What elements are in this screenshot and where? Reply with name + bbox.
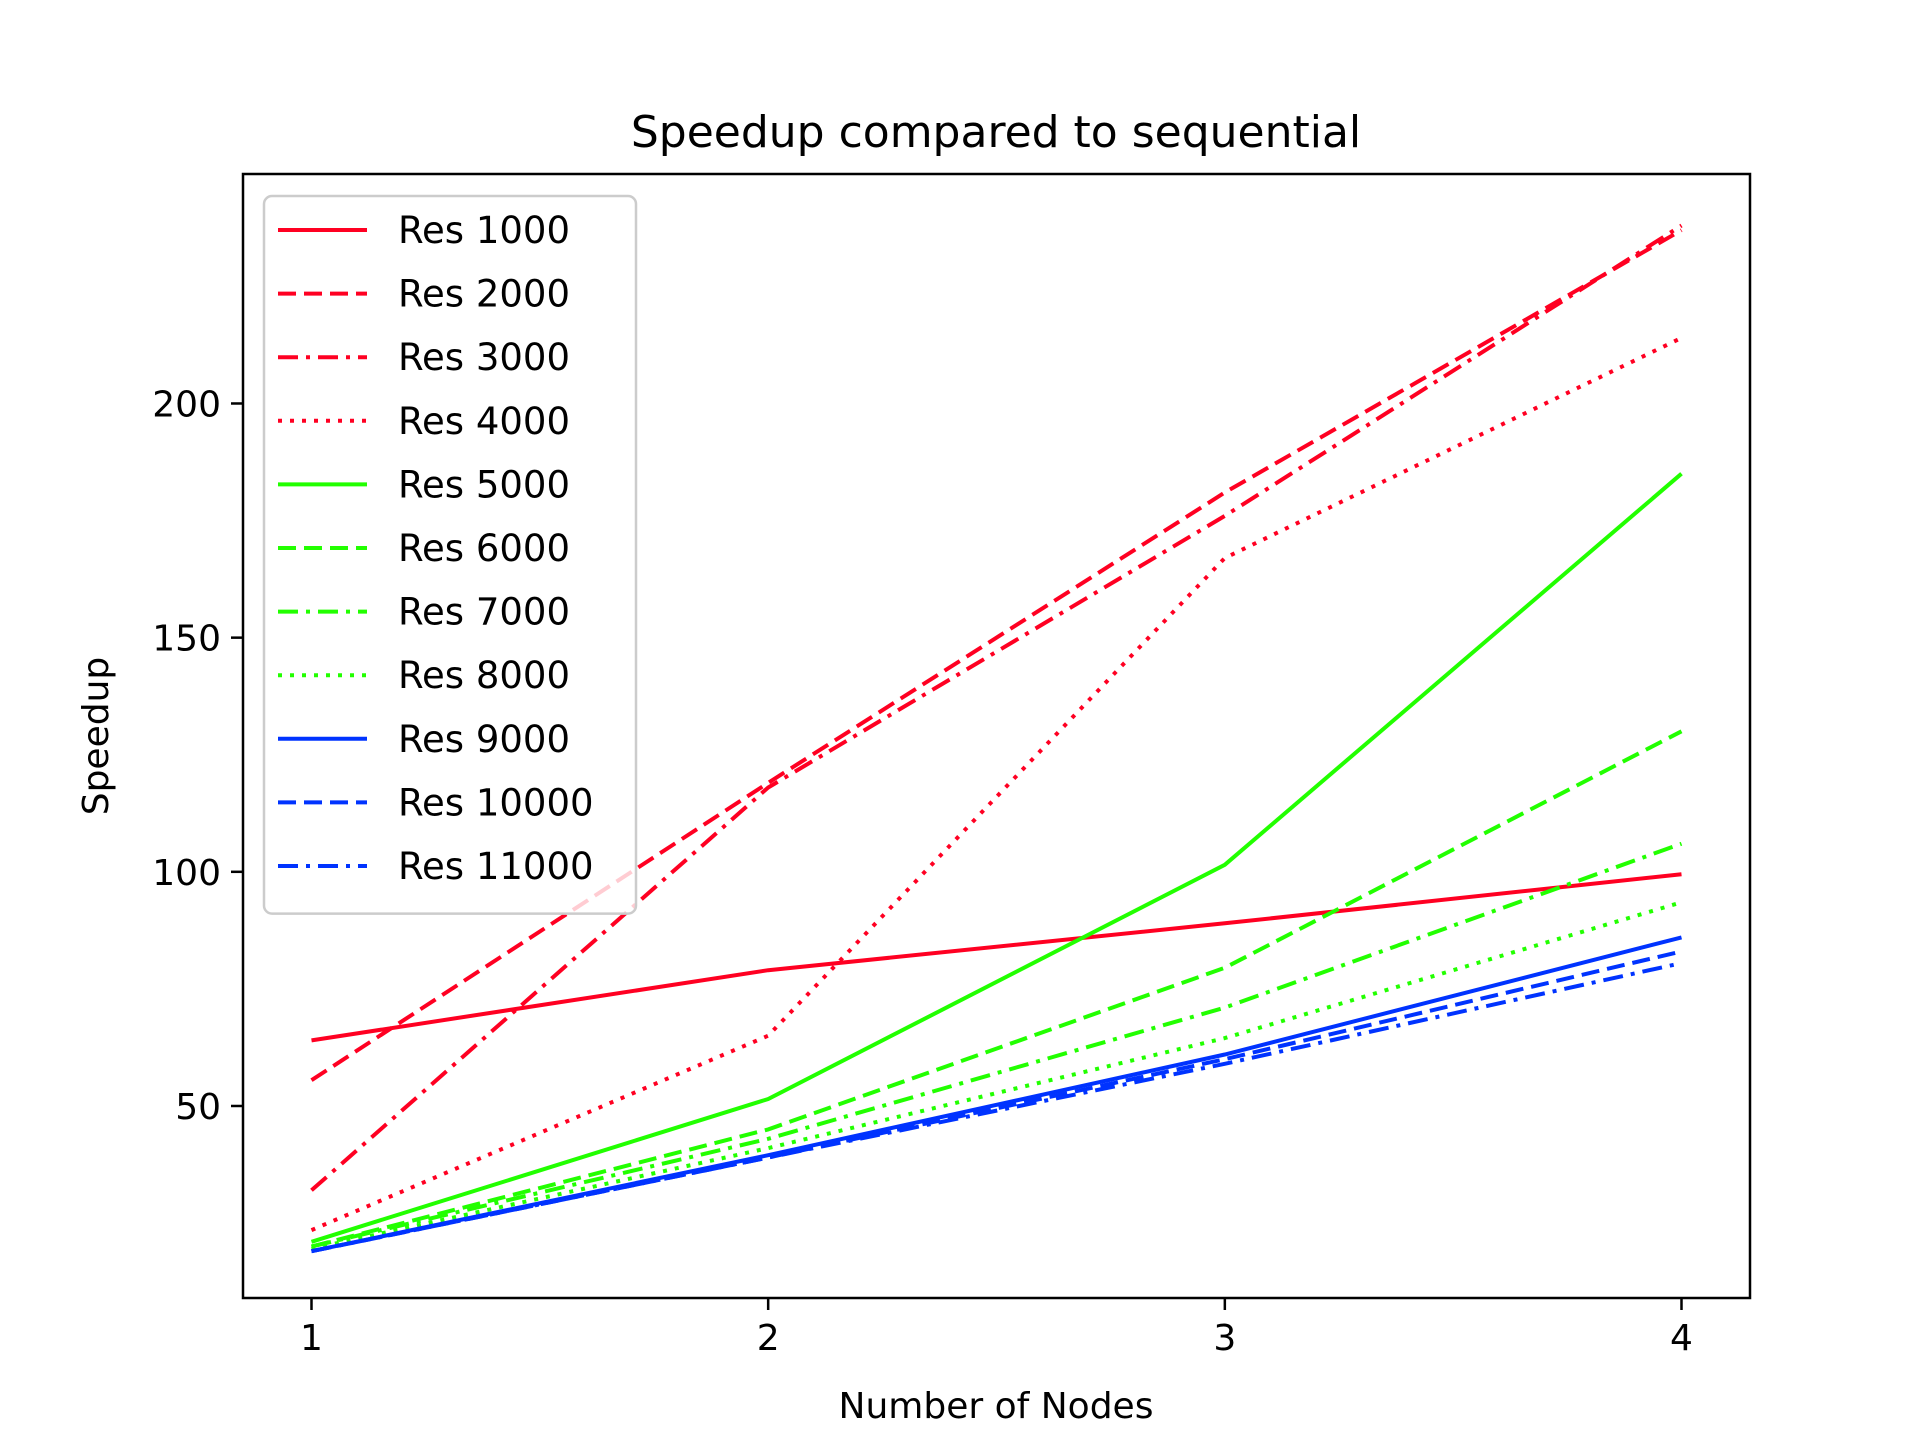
legend-box xyxy=(262,194,638,915)
legend-label: Res 9000 xyxy=(398,718,570,761)
legend: Res 1000 Res 2000 Res 3000 Res 4000 Res 5000… xyxy=(262,194,638,915)
legend-label: Res 4000 xyxy=(398,400,570,443)
y-tick-label: 100 xyxy=(152,853,221,894)
series-line-1 xyxy=(311,872,1682,1043)
series-line-9 xyxy=(311,935,1682,1254)
x-tick-label: 4 xyxy=(1670,1318,1693,1359)
series-line-6 xyxy=(311,729,1683,1249)
legend-label: Res 10000 xyxy=(398,781,594,824)
y-axis-label: Speedup xyxy=(76,657,117,816)
plot-frame xyxy=(241,172,1752,1300)
legend-label: Res 7000 xyxy=(398,591,570,634)
series-line-11 xyxy=(311,961,1682,1254)
legend-label: Res 2000 xyxy=(398,273,570,316)
legend-label: Res 3000 xyxy=(398,336,570,379)
chart-title: Speedup compared to sequential xyxy=(631,107,1361,158)
series-line-3 xyxy=(310,223,1683,1192)
axis-ticks: 1 2 3 4 50 100 150 200 xyxy=(152,384,1693,1359)
x-tick-label: 1 xyxy=(300,1318,323,1359)
legend-label: Res 11000 xyxy=(398,845,594,888)
x-axis-label: Number of Nodes xyxy=(839,1386,1154,1427)
legend-label: Res 8000 xyxy=(398,654,570,697)
legend-label: Res 1000 xyxy=(398,209,570,252)
series-line-2 xyxy=(310,228,1683,1082)
x-tick-label: 2 xyxy=(757,1318,780,1359)
series-line-5 xyxy=(310,472,1683,1244)
x-tick-label: 3 xyxy=(1213,1318,1236,1359)
legend-label: Res 5000 xyxy=(398,463,570,506)
legend-label: Res 6000 xyxy=(398,527,570,570)
y-tick-label: 50 xyxy=(175,1087,221,1128)
y-tick-label: 150 xyxy=(152,619,221,660)
series-lines xyxy=(310,223,1683,1254)
y-tick-label: 200 xyxy=(152,384,221,425)
